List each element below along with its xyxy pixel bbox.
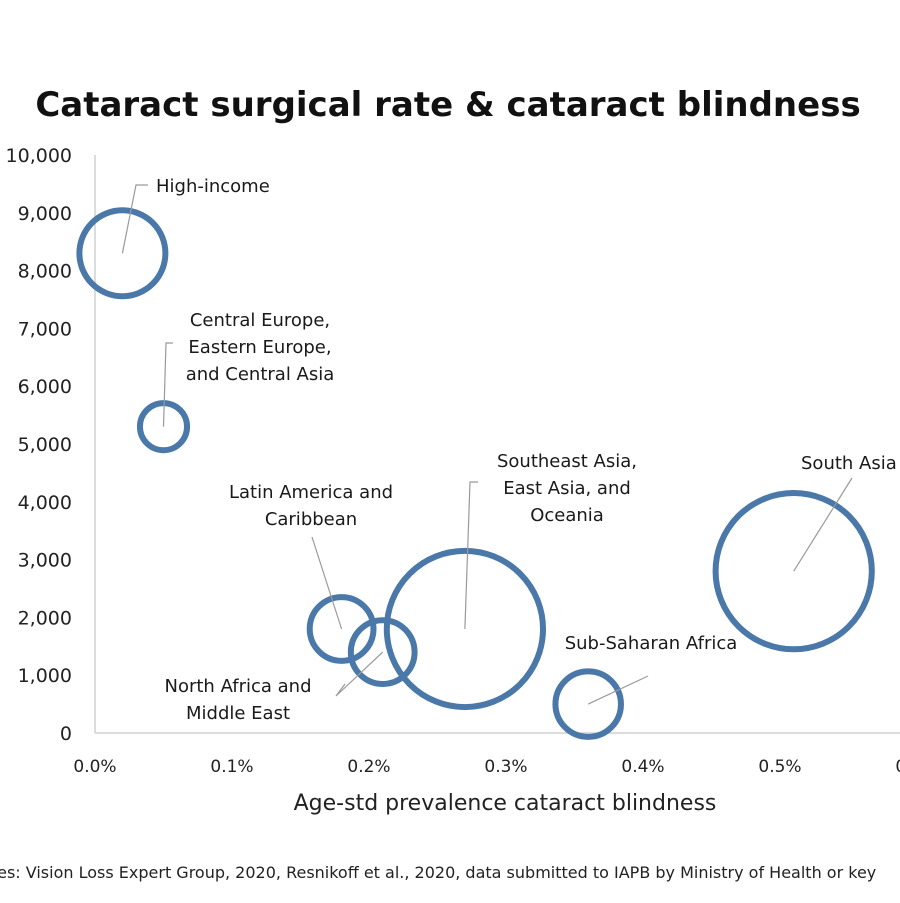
x-tick-label: 0.0% [73, 757, 116, 777]
leader-line [162, 342, 173, 427]
bubble-label: High-income [156, 176, 270, 197]
bubble-label: Central Europe, Eastern Europe, and Centra… [186, 310, 335, 385]
y-tick-label: 6,000 [18, 376, 72, 398]
y-tick-label: 0 [60, 723, 72, 745]
y-tick-label: 2,000 [18, 607, 72, 629]
x-tick-label: 0.5% [758, 757, 801, 777]
leader-line [311, 536, 343, 630]
bubble [552, 668, 624, 740]
y-tick-label: 3,000 [18, 550, 72, 572]
bubble-label: Southeast Asia, East Asia, and Oceania [497, 451, 637, 526]
axes: 0 1,000 2,000 3,000 4,000 5,000 6,000 7,000 8,00… [6, 145, 900, 777]
leader-line [793, 477, 853, 572]
x-tick-label: 0.3% [484, 757, 527, 777]
leader-line [587, 675, 649, 705]
x-tick-label: 0.4% [621, 757, 664, 777]
bubble-labels: High-income Central Europe, Eastern Europe… [121, 176, 897, 724]
y-tick-label: 1,000 [18, 665, 72, 687]
source-note: Sources: Vision Loss Expert Group, 2020,… [0, 863, 876, 882]
x-tick-label: 0.6% [895, 757, 900, 777]
bubble [383, 547, 547, 711]
bubble [76, 207, 169, 300]
x-tick-label: 0.2% [347, 757, 390, 777]
y-tick-label: 4,000 [18, 492, 72, 514]
y-tick-label: 9,000 [18, 203, 72, 225]
bubble-label: South Asia [801, 453, 897, 474]
leader-line [121, 184, 148, 254]
bubble [347, 617, 418, 687]
leader-line [335, 651, 384, 697]
bubbles [76, 207, 875, 740]
x-axis-label: Age-std prevalence cataract blindness [294, 791, 717, 816]
y-tick-label: 5,000 [18, 434, 72, 456]
x-tick-label: 0.1% [210, 757, 253, 777]
chart-title: Cataract surgical rate & cataract blindn… [35, 85, 860, 125]
leader-line [464, 481, 478, 630]
bubble [712, 490, 875, 653]
bubble-label: North Africa and Middle East [165, 676, 312, 724]
bubble [306, 594, 377, 664]
y-tick-label: 8,000 [18, 261, 72, 283]
bubble [136, 400, 191, 454]
y-tick-label: 10,000 [6, 145, 72, 167]
bubble-label: Latin America and Caribbean [229, 482, 393, 530]
y-tick-label: 7,000 [18, 318, 72, 340]
bubble-label: Sub-Saharan Africa [565, 633, 738, 654]
